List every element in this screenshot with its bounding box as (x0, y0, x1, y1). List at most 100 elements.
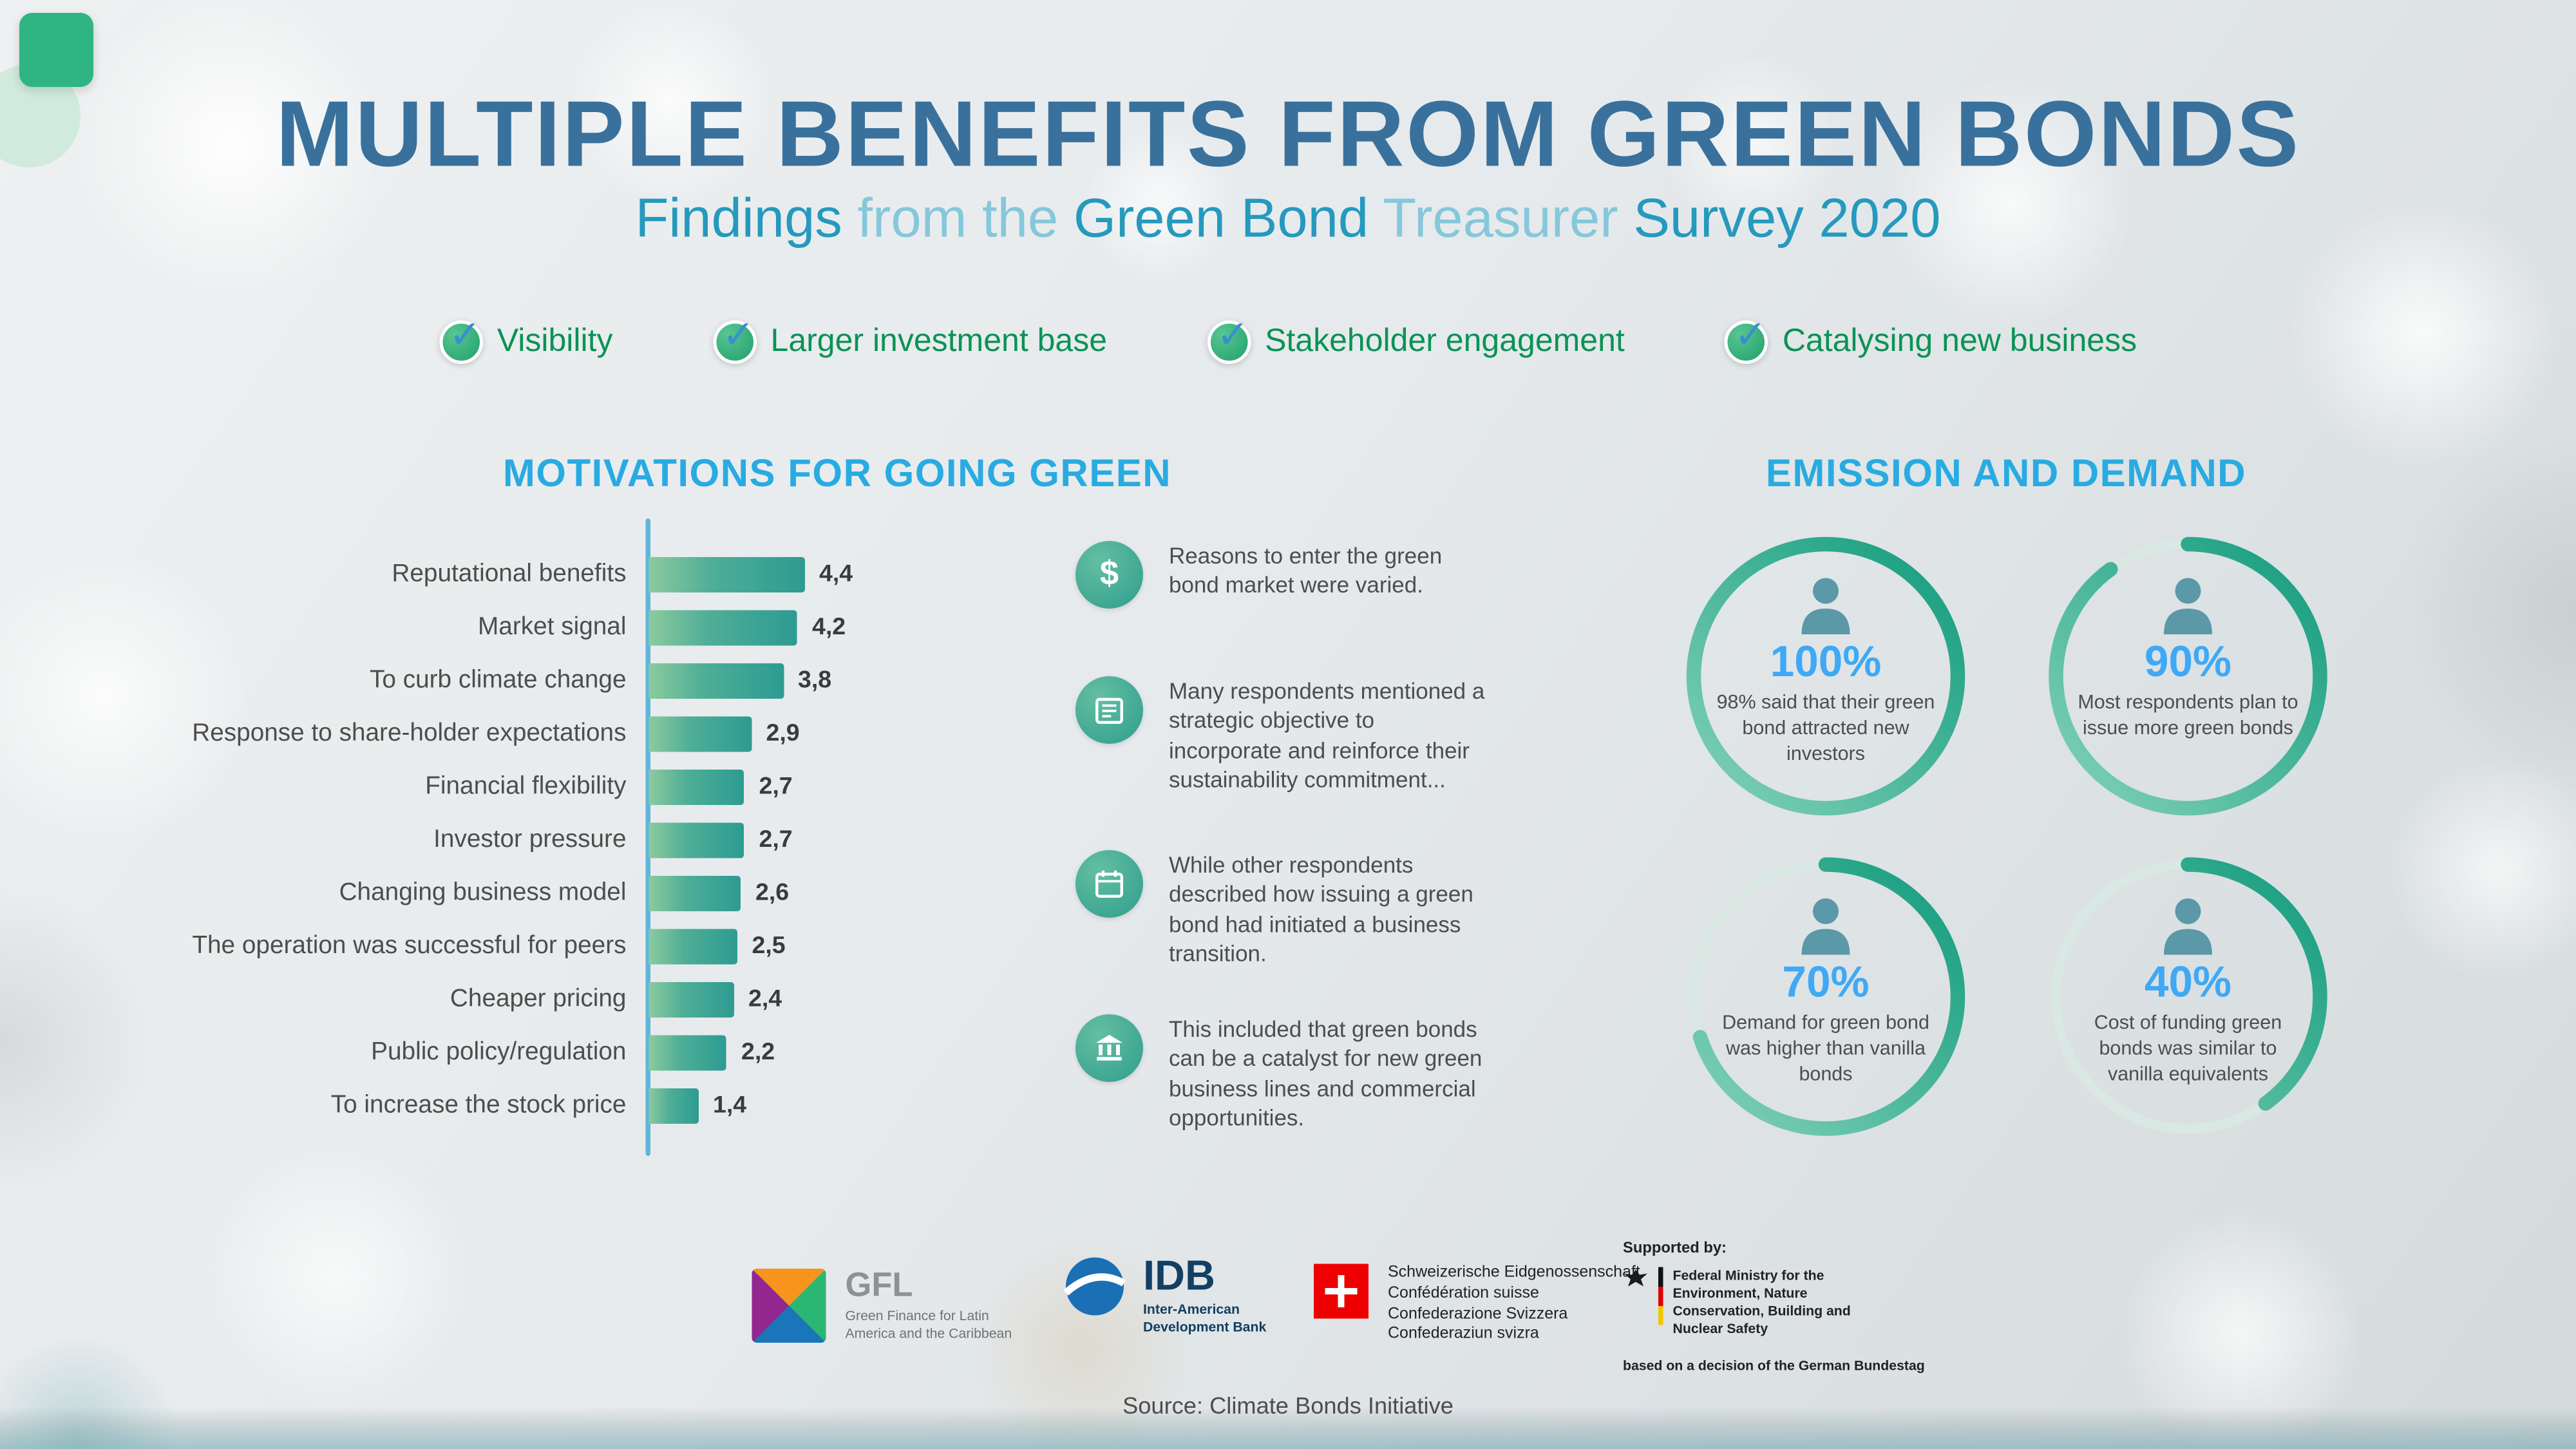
note-item: While other respondents described how is… (1075, 850, 1488, 969)
bar-category-label: Investor pressure (433, 825, 627, 853)
note-item: This included that green bonds can be a … (1075, 1014, 1488, 1133)
bar-row: Financial flexibility 2,7 (74, 760, 1040, 813)
supported-by-label: Supported by: (1623, 1240, 1727, 1258)
benefit-label: Stakeholder engagement (1265, 323, 1625, 359)
motivations-section-title: MOTIVATIONS FOR GOING GREEN (502, 452, 1172, 497)
idb-logo: IDB Inter-American Development Bank (1063, 1255, 1280, 1336)
gfl-logo: GFL Green Finance for Latin America and … (752, 1269, 1039, 1343)
swiss-confederation-logo: Schweizerische Eidgenossenschaft Confédé… (1314, 1264, 1640, 1347)
chart-axis-line (645, 518, 650, 1156)
gfl-logo-desc: Green Finance for Latin America and the … (845, 1307, 1012, 1341)
bar-row: Cheaper pricing 2,4 (74, 972, 1040, 1026)
stats-grid: 100% 98% said that their green bond attra… (1681, 531, 2333, 1143)
bar (649, 822, 744, 858)
bar-row: Reputational benefits 4,4 (74, 547, 1040, 601)
calendar-icon (1095, 870, 1123, 898)
idb-logo-desc: Inter-American Development Bank (1143, 1301, 1267, 1334)
bar-category-label: Response to share-holder expectations (192, 719, 627, 746)
bar-category-label: To increase the stock price (330, 1090, 627, 1119)
stat-percent: 40% (2144, 958, 2232, 1007)
source-line: Source: Climate Bonds Initiative (1122, 1394, 1454, 1420)
stat-percent: 100% (1770, 638, 1882, 686)
subtitle-part: Green Bond (1073, 188, 1383, 250)
note-icon-circle (1075, 850, 1143, 918)
corner-accent-square (19, 13, 93, 87)
stat-description: Demand for green bond was higher than va… (1722, 1011, 1929, 1085)
bar-row: Market signal 4,2 (74, 601, 1040, 654)
note-item: Many respondents mentioned a strategic o… (1075, 676, 1488, 795)
bar-category-label: The operation was successful for peers (192, 931, 627, 959)
bank-icon (1095, 1034, 1123, 1061)
bundestag-note: based on a decision of the German Bundes… (1623, 1357, 1925, 1374)
subtitle-part: Survey 2020 (1633, 188, 1941, 250)
emission-section-title: EMISSION AND DEMAND (1765, 452, 2247, 497)
german-flag-bar (1658, 1267, 1663, 1325)
bar-value-label: 4,2 (811, 613, 846, 641)
progress-ring (2049, 536, 2327, 816)
bar-value-label: 2,5 (752, 932, 786, 960)
bar-row: Investor pressure 2,7 (74, 813, 1040, 867)
bar (649, 981, 734, 1017)
bar-value-label: 4,4 (819, 560, 853, 588)
checkmark-icon: ✓ (712, 314, 757, 364)
bar-row: Public policy/regulation 2,2 (74, 1026, 1040, 1079)
stat-description: Cost of funding green bonds was similar … (2094, 1011, 2282, 1085)
swiss-line: Schweizerische Eidgenossenschaft (1388, 1264, 1640, 1282)
person-icon (1801, 578, 1850, 634)
benefits-row: ✓ Visibility ✓ Larger investment base ✓ Stake… (0, 314, 2576, 364)
benefit-label: Larger investment base (770, 323, 1108, 359)
bar-chart-rows: Reputational benefits 4,4 Market signal 4,2… (74, 547, 1040, 1132)
bar-row: To increase the stock price 1,4 (74, 1079, 1040, 1132)
bar-chart: Reputational benefits 4,4 Market signal 4,2… (74, 547, 1040, 1132)
bar-value-label: 1,4 (712, 1092, 747, 1119)
gfl-logo-icon (752, 1269, 826, 1343)
swiss-flag-icon (1314, 1264, 1368, 1319)
bar-category-label: Cheaper pricing (450, 984, 627, 1012)
newspaper-icon (1095, 697, 1123, 724)
ministry-name: Federal Ministry for the Environment, Na… (1672, 1267, 1851, 1337)
benefit-item: ✓ Larger investment base (712, 314, 1108, 364)
eagle-icon (1624, 1269, 1647, 1287)
stat-circle: 100% 98% said that their green bond attra… (1681, 531, 1971, 821)
bar (649, 875, 741, 911)
stat-description: Most respondents plan to issue more gree… (2078, 690, 2298, 739)
background-bottom-band (0, 1407, 2576, 1449)
benefit-label: Catalysing new business (1782, 323, 2137, 359)
progress-ring (2049, 857, 2327, 1136)
note-text: This included that green bonds can be a … (1169, 1016, 1482, 1132)
benefit-label: Visibility (497, 323, 613, 359)
checkmark-icon: ✓ (1207, 314, 1251, 364)
person-icon (2164, 898, 2212, 955)
stat-circle: 70% Demand for green bond was higher than… (1681, 852, 1971, 1142)
stat-percent: 70% (1782, 958, 1870, 1007)
bar-value-label: 2,7 (759, 773, 793, 800)
bar-value-label: 2,4 (748, 985, 782, 1013)
note-icon-circle (1075, 676, 1143, 744)
bar (649, 1034, 727, 1070)
bar (649, 1087, 699, 1123)
stat-percent: 90% (2144, 638, 2232, 686)
swiss-line: Confederazione Svizzera (1388, 1305, 1568, 1323)
stat-circle: 90% Most respondents plan to issue more g… (2043, 531, 2333, 821)
bar-value-label: 3,8 (797, 667, 832, 694)
benefit-item: ✓ Catalysing new business (1724, 314, 2137, 364)
bar (649, 768, 744, 804)
note-text: While other respondents described how is… (1169, 851, 1473, 967)
bar-value-label: 2,7 (759, 826, 793, 854)
subtitle-part: Findings (635, 188, 858, 250)
subtitle-part: Treasurer (1383, 188, 1634, 250)
checkmark-icon: ✓ (439, 314, 483, 364)
stat-description: 98% said that their green bond attracted… (1716, 690, 1935, 764)
bar-value-label: 2,9 (766, 719, 800, 748)
bar-value-label: 2,2 (741, 1038, 775, 1066)
stat-circle: 40% Cost of funding green bonds was simil… (2043, 852, 2333, 1142)
bar-category-label: Public policy/regulation (371, 1037, 627, 1065)
bar (649, 662, 784, 698)
bar-value-label: 2,6 (755, 879, 790, 907)
note-text: Many respondents mentioned a strategic o… (1169, 677, 1485, 793)
checkmark-icon: ✓ (1724, 314, 1768, 364)
subtitle: Findings from the Green Bond Treasurer S… (0, 189, 2576, 252)
note-icon-circle: $ (1075, 541, 1143, 609)
